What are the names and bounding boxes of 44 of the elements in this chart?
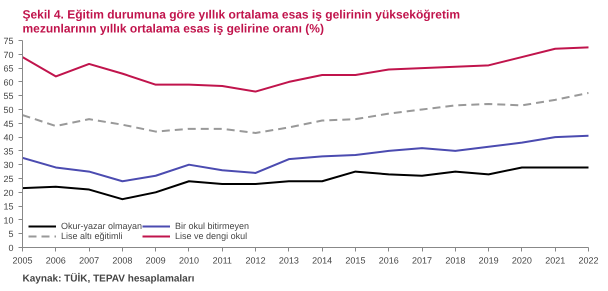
x-tick-label: 2013 <box>278 256 299 266</box>
legend-label: Lise ve dengi okul <box>175 231 248 241</box>
text: Kaynak: TÜİK, TEPAV hesaplamaları <box>22 272 195 284</box>
y-tick-label: 65 <box>3 64 14 74</box>
line-series <box>22 46 588 93</box>
x-tick-label: 2015 <box>345 256 366 266</box>
line-series <box>22 166 588 200</box>
y-tick-label: 25 <box>3 174 14 184</box>
x-tick-label: 2014 <box>312 256 332 266</box>
x-tick-label: 2020 <box>512 256 532 266</box>
x-tick-label: 2009 <box>146 256 166 266</box>
y-tick-label: 75 <box>3 36 14 46</box>
y-tick-label: 5 <box>8 229 14 240</box>
y-tick-label: 60 <box>3 77 14 88</box>
y-tick-label: 10 <box>3 215 14 226</box>
y-tick-label: 35 <box>3 146 14 156</box>
y-tick-label: 15 <box>3 202 14 212</box>
x-tick-label: 2021 <box>545 256 566 266</box>
legend-label: Lise altı eğitimli <box>61 231 123 241</box>
y-tick-label: 70 <box>3 50 14 60</box>
chart-title: Şekil 4. Eğitim durumuna göre yıllık ortalama esas iş gelirinin yükseköğretim mezunlarının yıllık ortalama esas iş gelirine oranı (%) <box>22 8 460 36</box>
x-tick-label: 2012 <box>246 256 266 266</box>
x-tick-label: 2006 <box>46 256 66 266</box>
x-tick-label: 2018 <box>445 256 466 266</box>
y-tick-label: 55 <box>3 91 14 102</box>
legend-label: Bir okul bitirmeyen <box>175 221 250 231</box>
y-tick-label: 20 <box>3 188 14 198</box>
line-series <box>22 92 588 134</box>
line-series <box>22 134 588 182</box>
x-tick-label: 2011 <box>212 256 232 266</box>
x-tick-label: 2007 <box>79 256 100 266</box>
legend-label: Okur-yazar olmayan <box>61 221 142 231</box>
y-tick-label: 45 <box>3 118 14 129</box>
y-tick-label: 40 <box>3 132 14 143</box>
x-tick-label: 2008 <box>112 256 132 266</box>
y-tick-label: 50 <box>3 105 14 115</box>
y-tick-label: 0 <box>8 243 14 253</box>
x-tick-label: 2019 <box>478 256 499 266</box>
y-tick-label: 30 <box>3 160 14 170</box>
x-tick-label: 2010 <box>178 256 199 266</box>
x-tick-label: 2016 <box>378 256 399 266</box>
x-tick-label: 2022 <box>578 256 599 266</box>
x-tick-label: 2005 <box>12 256 33 266</box>
x-tick-label: 2017 <box>412 256 432 266</box>
